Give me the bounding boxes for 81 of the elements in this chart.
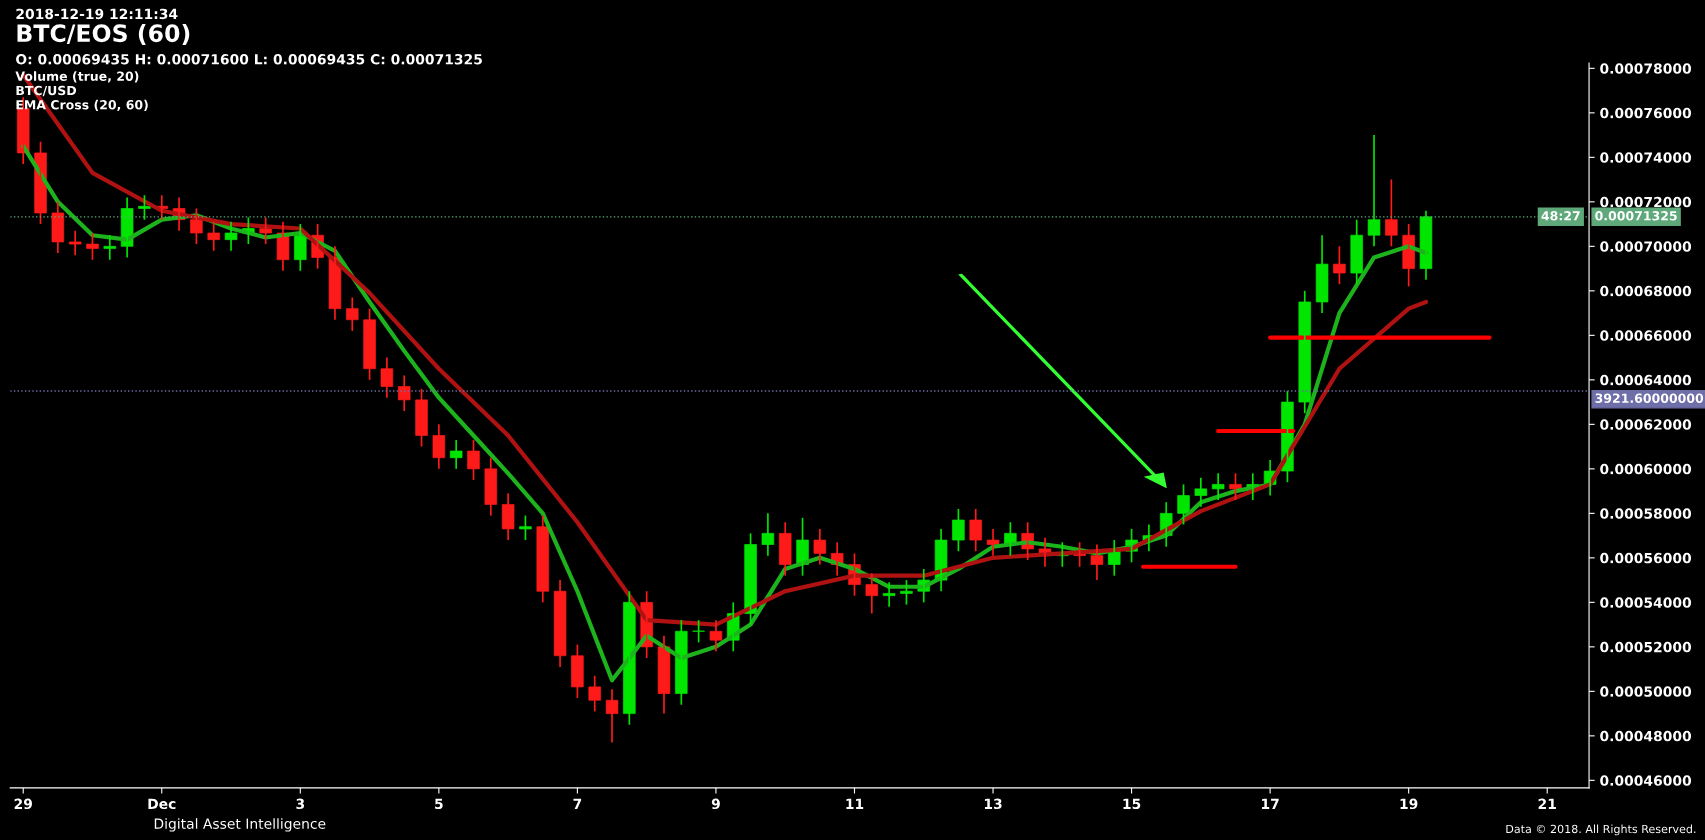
chart-title: BTC/EOS (60) <box>17 23 190 45</box>
candlestick <box>1090 543 1104 581</box>
y-tick-label: 0.00048000 <box>1600 730 1692 742</box>
candlestick <box>1385 178 1398 248</box>
x-tick-label: 15 <box>1123 798 1141 810</box>
y-tick-label: 0.00074000 <box>1600 152 1692 163</box>
x-tick-label: 29 <box>14 798 32 810</box>
x-tick-label: 21 <box>1538 798 1556 809</box>
candlestick <box>657 634 671 715</box>
candlestick <box>68 229 82 257</box>
annotation: 48:27 <box>1541 211 1580 221</box>
candlestick <box>709 619 723 653</box>
candlestick <box>813 528 827 566</box>
candlestick <box>1211 472 1225 501</box>
text: 2018-12-19 12:11:34 <box>16 8 178 20</box>
candlestick <box>1419 209 1433 281</box>
y-tick-label: 0.00054000 <box>1600 597 1692 608</box>
candlestick <box>692 619 705 644</box>
y-tick-label: 0.00062000 <box>1600 419 1692 430</box>
candlestick <box>363 307 376 381</box>
candlestick <box>744 532 757 626</box>
y-tick-label: 0.00058000 <box>1600 508 1692 519</box>
candlestick <box>467 439 480 481</box>
candlestick <box>501 492 515 541</box>
candlestick <box>1229 472 1242 501</box>
text: Data © 2018. All Rights Reserved. <box>1506 824 1696 836</box>
candlestick <box>1315 234 1329 314</box>
y-tick-label: 0.00056000 <box>1600 552 1692 564</box>
candlestick <box>103 234 117 261</box>
candlestick <box>207 221 220 252</box>
candlestick <box>865 572 879 615</box>
y-tick-label: 0.00076000 <box>1600 107 1692 119</box>
x-tick-label: 19 <box>1400 798 1418 810</box>
candlestick <box>1177 483 1190 526</box>
y-tick-label: 0.00066000 <box>1600 330 1692 341</box>
candlestick <box>605 688 619 744</box>
text: 3921.60000000 <box>1595 393 1704 403</box>
candlestick <box>51 201 65 254</box>
candlestick <box>1367 134 1381 248</box>
y-tick-label: 0.00064000 <box>1600 374 1692 386</box>
candlestick <box>190 207 203 245</box>
y-tick-label: 0.00052000 <box>1600 641 1692 653</box>
candlestick <box>1194 476 1208 508</box>
candlestick <box>1333 245 1346 286</box>
x-tick-label: 5 <box>435 798 443 810</box>
y-tick-label: 0.00046000 <box>1600 775 1692 786</box>
candlestick <box>346 296 359 332</box>
candlestick <box>224 221 238 252</box>
text: Digital Asset Intelligence <box>154 818 326 832</box>
y-tick-label: 0.00078000 <box>1600 63 1692 74</box>
candlestick <box>571 643 584 699</box>
candlestick <box>380 356 394 399</box>
candlestick <box>415 387 428 448</box>
ref-line-label: 0.00071325 <box>1595 211 1677 221</box>
y-tick-label: 0.00070000 <box>1600 241 1692 252</box>
candlestick <box>138 194 151 221</box>
y-tick-label: 0.00060000 <box>1600 463 1692 475</box>
candlestick <box>952 508 965 553</box>
x-tick-label: Dec <box>148 798 176 810</box>
candlestick <box>588 674 601 713</box>
candlestick <box>969 508 982 553</box>
candlestick <box>397 374 411 412</box>
x-tick-label: 13 <box>984 798 1002 810</box>
candlestick <box>86 232 99 261</box>
candlestick <box>519 514 532 541</box>
candlestick <box>761 512 775 557</box>
candlestick <box>986 528 1000 557</box>
candlestick <box>449 439 463 470</box>
x-tick-label: 11 <box>846 798 864 809</box>
x-tick-label: 17 <box>1262 798 1279 809</box>
candlestick <box>259 216 272 245</box>
y-tick-label: 0.00068000 <box>1600 285 1692 297</box>
candlestick <box>484 456 498 517</box>
x-tick-label: 3 <box>296 798 305 810</box>
y-tick-label: 0.00050000 <box>1600 686 1692 697</box>
y-tick-label: 0.00072000 <box>1600 196 1692 208</box>
x-tick-label: 7 <box>573 798 582 809</box>
candlestick <box>882 581 896 608</box>
annotation: O: 0.00069435 H: 0.00071600 L: 0.00069435 C: 0.00071325 <box>16 54 482 65</box>
x-tick-label: 9 <box>711 798 720 810</box>
candlestick <box>900 579 913 606</box>
